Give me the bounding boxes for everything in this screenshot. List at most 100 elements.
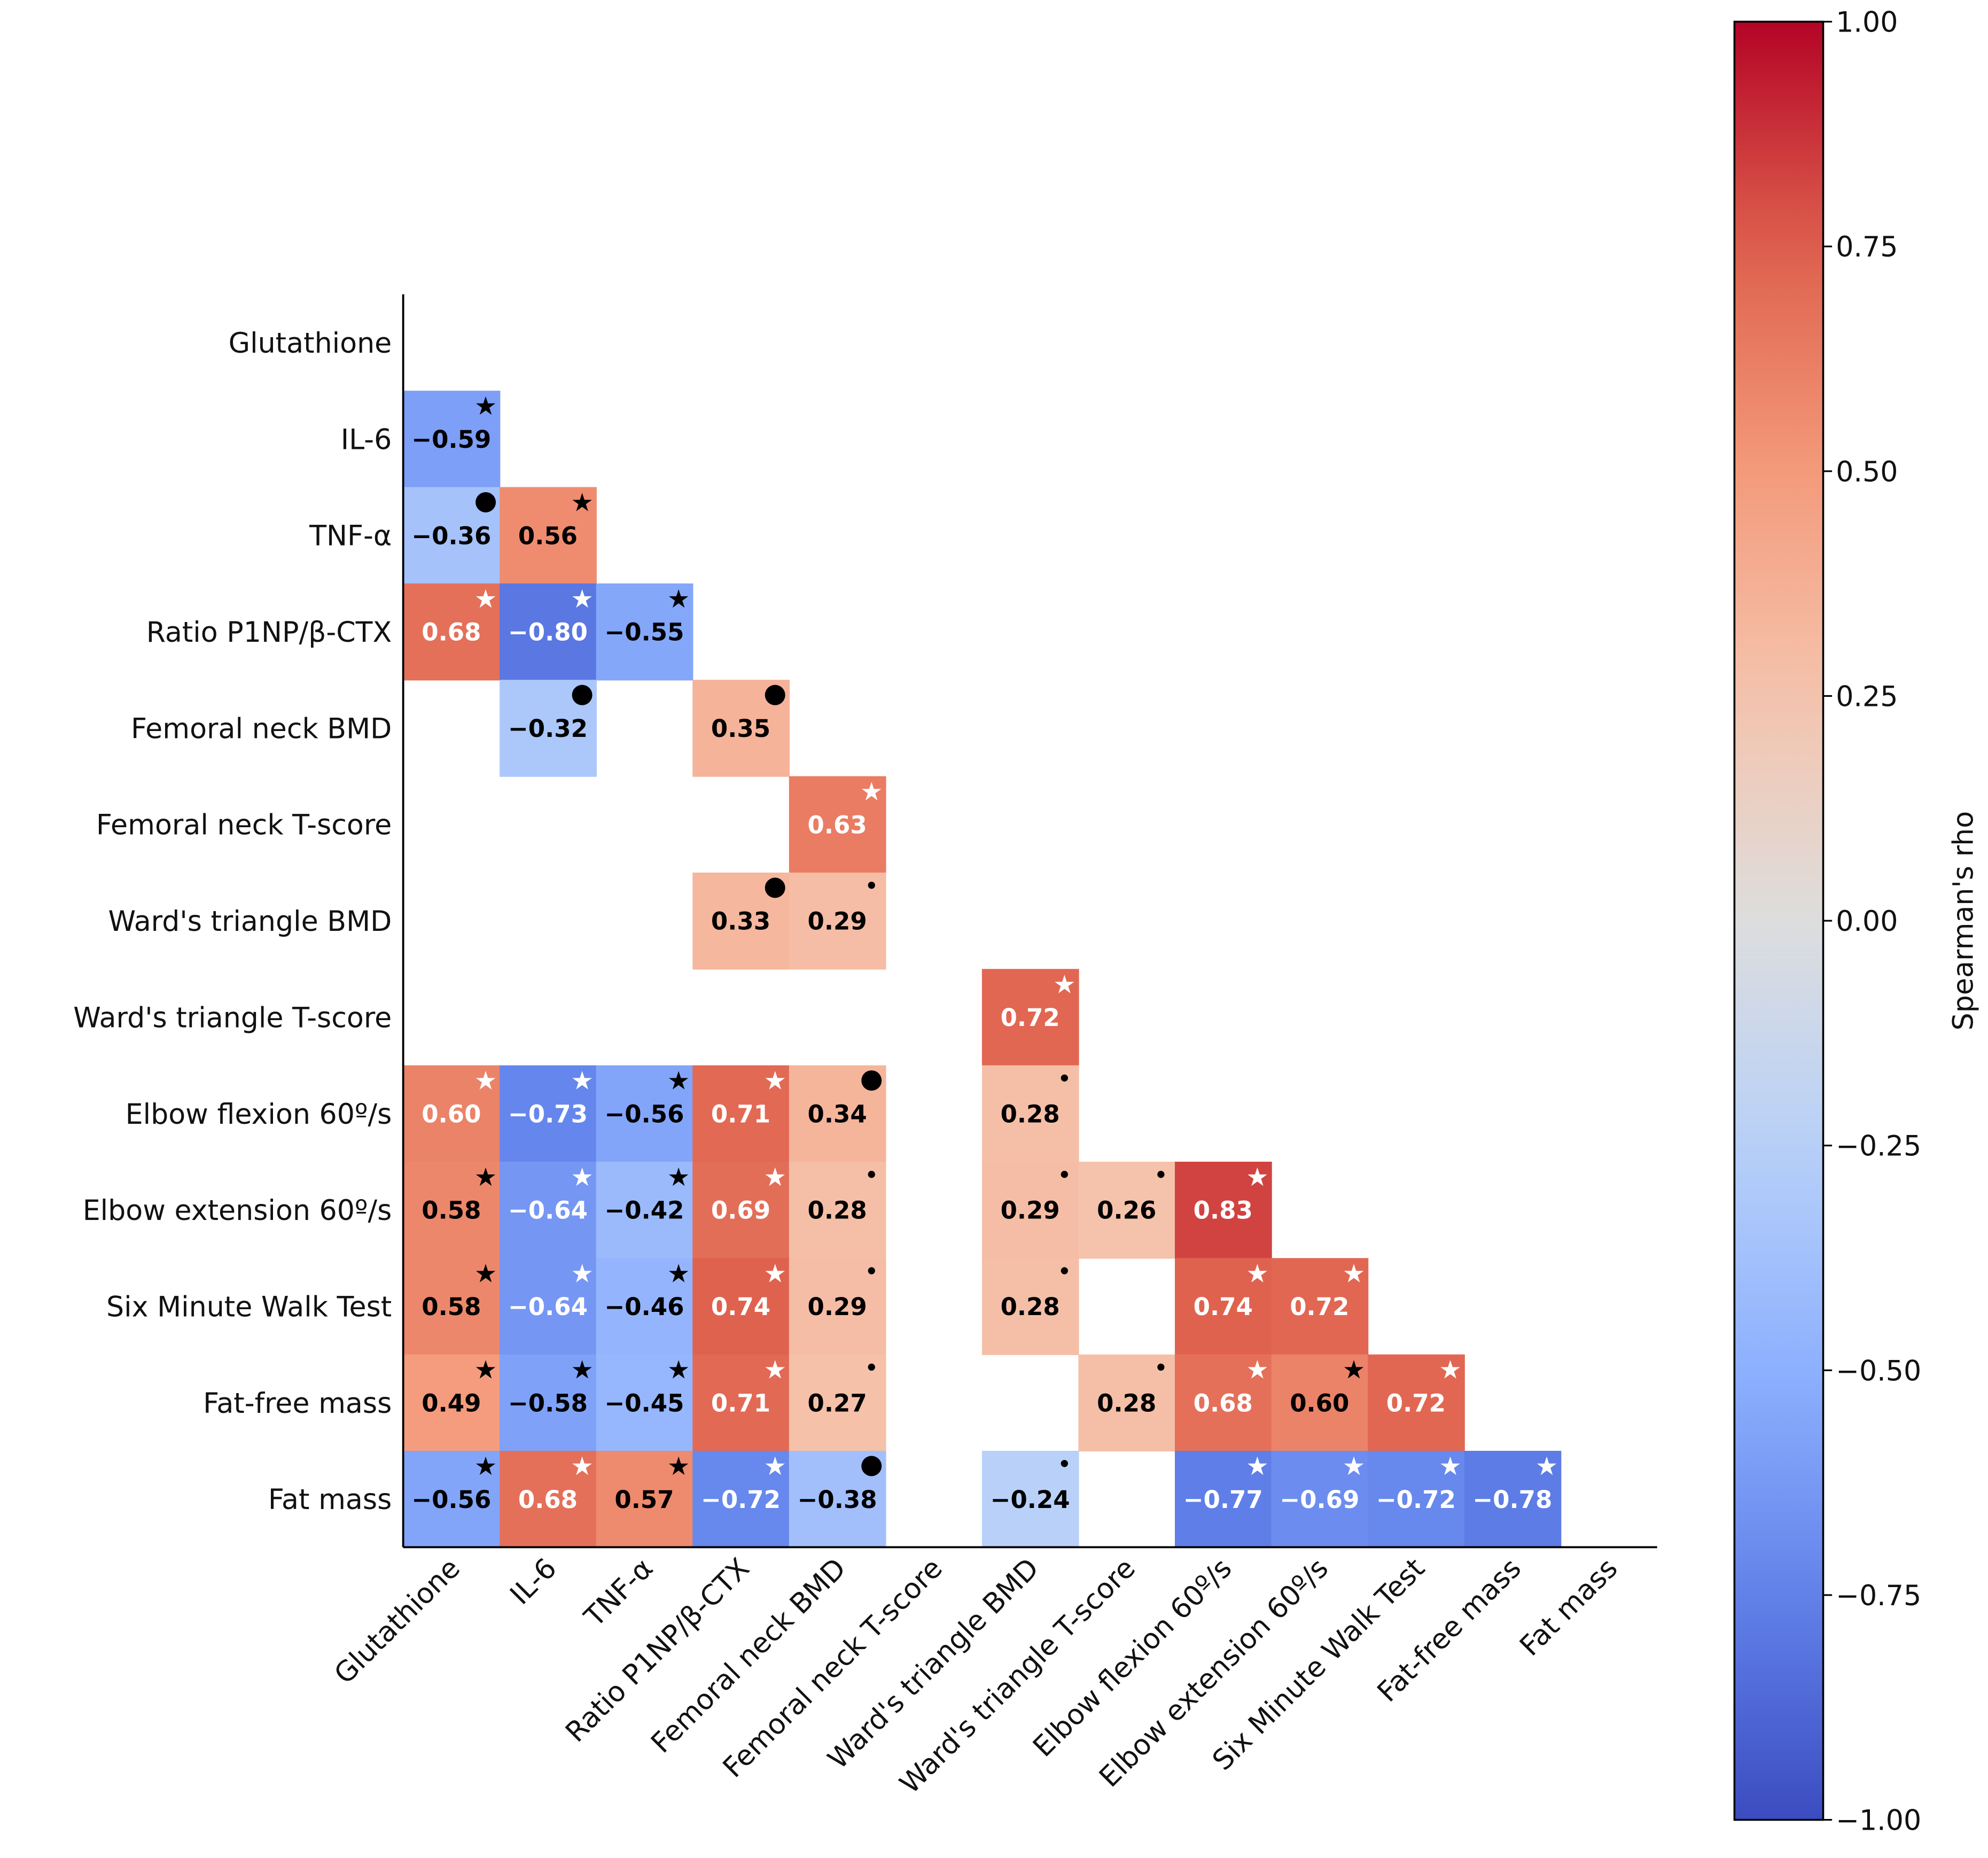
heatmap-cell bbox=[500, 1354, 597, 1452]
cell-value-label: 0.71 bbox=[711, 1389, 770, 1417]
significance-star-icon: ★ bbox=[571, 1163, 594, 1192]
cell-value-label: −0.38 bbox=[798, 1486, 877, 1514]
significance-star-icon: ★ bbox=[474, 1452, 497, 1481]
cell-value-label: −0.77 bbox=[1183, 1486, 1263, 1514]
heatmap-cell bbox=[692, 1354, 790, 1452]
cell-value-label: −0.59 bbox=[411, 425, 491, 454]
heatmap-cell bbox=[789, 872, 886, 970]
cell-value-label: 0.56 bbox=[518, 522, 578, 550]
cell-value-label: 0.72 bbox=[1001, 1004, 1060, 1032]
x-tick-label: Glutathione bbox=[329, 1552, 467, 1691]
cell-value-label: 0.28 bbox=[1001, 1100, 1060, 1128]
cell-value-label: 0.68 bbox=[1194, 1389, 1253, 1417]
heatmap-cell bbox=[403, 391, 501, 488]
heatmap-cell bbox=[596, 1451, 693, 1548]
colorbar-tick-label: 0.25 bbox=[1836, 681, 1898, 713]
significance-small-dot-icon bbox=[868, 1267, 875, 1274]
significance-star-icon: ★ bbox=[860, 778, 883, 807]
cell-value-label: 0.74 bbox=[711, 1293, 770, 1321]
significance-dot-icon bbox=[572, 685, 592, 705]
heatmap-cell bbox=[1271, 1258, 1369, 1355]
cell-value-label: −0.80 bbox=[508, 618, 588, 647]
heatmap-cell bbox=[981, 1065, 1079, 1163]
axes: Glutathione Glutathione IL-6 IL-6 TNF-α TNF-α… bbox=[73, 294, 1657, 1800]
significance-dot-icon bbox=[861, 1070, 882, 1091]
significance-star-icon: ★ bbox=[1246, 1452, 1269, 1481]
heatmap-cell bbox=[1078, 1161, 1176, 1259]
cell-value-label: −0.24 bbox=[991, 1486, 1070, 1514]
significance-star-icon: ★ bbox=[1246, 1163, 1269, 1192]
significance-small-dot-icon bbox=[1157, 1171, 1165, 1178]
cell-value-label: 0.60 bbox=[422, 1100, 481, 1128]
heatmap-cell bbox=[981, 1258, 1079, 1355]
heatmap-cell bbox=[403, 1258, 501, 1355]
heatmap-cell bbox=[1368, 1354, 1465, 1452]
heatmap-cell bbox=[1174, 1258, 1272, 1355]
cell-value-label: −0.69 bbox=[1280, 1486, 1359, 1514]
significance-star-icon: ★ bbox=[1246, 1356, 1269, 1385]
heatmap-cell bbox=[692, 1258, 790, 1355]
cell-value-label: −0.56 bbox=[411, 1486, 491, 1514]
significance-star-icon: ★ bbox=[1439, 1452, 1462, 1481]
significance-star-icon: ★ bbox=[763, 1452, 786, 1481]
y-tick-label: Elbow extension 60º/s bbox=[83, 1195, 392, 1227]
heatmap-cell bbox=[692, 1161, 790, 1259]
x-tick-label: Femoral neck BMD bbox=[645, 1552, 853, 1760]
heatmap-cell bbox=[403, 1451, 501, 1548]
heatmap-cell bbox=[1174, 1451, 1272, 1548]
significance-star-icon: ★ bbox=[1439, 1356, 1462, 1385]
heatmap-cell bbox=[981, 1451, 1079, 1548]
cell-value-label: 0.33 bbox=[711, 907, 770, 936]
colorbar: 1.00 0.75 0.50 0.25 0.00 −0.25 −0.50 −0.75 −1.00… bbox=[1733, 7, 1980, 1837]
heatmap-cell bbox=[1271, 1354, 1369, 1452]
cell-value-label: 0.49 bbox=[422, 1389, 481, 1417]
significance-star-icon: ★ bbox=[571, 585, 594, 614]
heatmap-cell bbox=[981, 969, 1079, 1066]
cell-value-label: 0.69 bbox=[711, 1196, 770, 1225]
cell-value-label: −0.46 bbox=[605, 1293, 684, 1321]
heatmap-cell bbox=[403, 1161, 501, 1259]
significance-star-icon: ★ bbox=[474, 1067, 497, 1096]
y-tick-label: Ward's triangle BMD bbox=[108, 906, 392, 938]
y-tick-label: Femoral neck T-score bbox=[96, 810, 392, 842]
cell-value-label: −0.42 bbox=[605, 1196, 684, 1225]
cell-value-label: −0.55 bbox=[605, 618, 684, 647]
heatmap-cell bbox=[789, 1354, 886, 1452]
significance-small-dot-icon bbox=[1061, 1460, 1068, 1467]
heatmap-cell bbox=[1464, 1451, 1562, 1548]
cell-value-label: −0.72 bbox=[701, 1486, 781, 1514]
significance-dot-icon bbox=[765, 877, 785, 898]
colorbar-tick-label: −0.75 bbox=[1836, 1580, 1921, 1612]
significance-small-dot-icon bbox=[1061, 1074, 1068, 1082]
significance-small-dot-icon bbox=[1061, 1267, 1068, 1274]
x-tick-label: Ratio P1NP/β-CTX bbox=[559, 1552, 755, 1748]
heatmap-cell bbox=[1271, 1451, 1369, 1548]
heatmap-cell bbox=[789, 1161, 886, 1259]
significance-star-icon: ★ bbox=[667, 585, 690, 614]
cell-value-label: −0.32 bbox=[508, 714, 588, 743]
colorbar-tick-label: 0.50 bbox=[1836, 456, 1898, 488]
colorbar-tick-label: −0.25 bbox=[1836, 1131, 1921, 1163]
cell-value-label: 0.28 bbox=[1097, 1389, 1156, 1417]
significance-star-icon: ★ bbox=[571, 488, 594, 518]
significance-star-icon: ★ bbox=[1343, 1259, 1366, 1288]
cell-value-label: 0.68 bbox=[518, 1486, 578, 1514]
significance-small-dot-icon bbox=[868, 1171, 875, 1178]
y-tick-label: Ward's triangle T-score bbox=[73, 1002, 392, 1034]
heatmap-cell bbox=[1174, 1161, 1272, 1259]
heatmap-cell bbox=[692, 1065, 790, 1163]
heatmap-cell bbox=[596, 583, 693, 681]
y-tick-label: Elbow flexion 60º/s bbox=[126, 1099, 392, 1131]
cell-value-label: 0.29 bbox=[1001, 1196, 1060, 1225]
cell-value-label: 0.58 bbox=[422, 1196, 481, 1225]
x-tick-label: IL-6 bbox=[504, 1552, 563, 1611]
cell-value-label: −0.58 bbox=[508, 1389, 588, 1417]
significance-star-icon: ★ bbox=[571, 1259, 594, 1288]
heatmap-cells: −0.59 ★ −0.36 0.56 ★ 0.68 ★ −0.80 ★ −0.55 ★ −0.32 0.… bbox=[403, 391, 1562, 1548]
cell-value-label: 0.35 bbox=[711, 714, 770, 743]
cell-value-label: −0.73 bbox=[508, 1100, 588, 1128]
heatmap-cell bbox=[500, 487, 597, 585]
significance-dot-icon bbox=[765, 685, 785, 705]
heatmap-cell bbox=[403, 583, 501, 681]
